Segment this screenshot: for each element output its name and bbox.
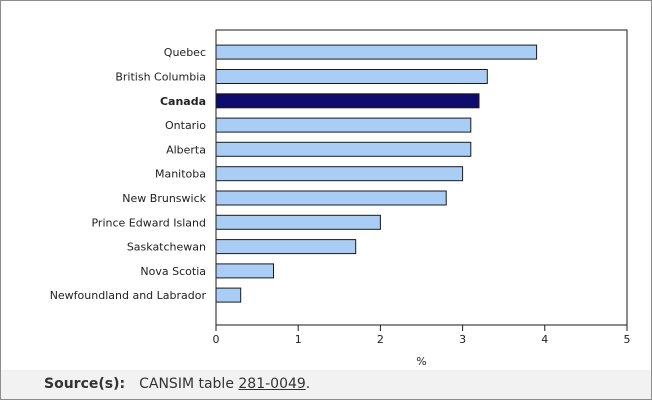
x-tick-label: 4 xyxy=(541,333,548,346)
category-label: Newfoundland and Labrador xyxy=(50,289,207,302)
category-label: Ontario xyxy=(165,119,206,132)
bar-newfoundland-and-labrador xyxy=(215,287,242,303)
bar-alberta xyxy=(215,141,472,157)
bar-chart: Quebec British Columbia Canada Ontario Alber… xyxy=(50,29,631,368)
bar-saskatchewan xyxy=(215,239,357,255)
source-text: CANSIM table xyxy=(139,376,234,392)
source-suffix: . xyxy=(305,376,311,392)
bar-nova-scotia xyxy=(215,263,274,279)
category-label: Quebec xyxy=(164,46,206,59)
x-tick-label: 2 xyxy=(377,333,384,346)
source-footer xyxy=(1,370,651,399)
source-line: Source(s): CANSIM table 281-0049. xyxy=(44,376,310,392)
bar-canada xyxy=(215,93,480,109)
category-label: British Columbia xyxy=(115,70,206,83)
x-tick-label: 1 xyxy=(295,333,302,346)
category-label: Nova Scotia xyxy=(140,265,206,278)
bar-ontario xyxy=(215,117,472,133)
source-label: Source(s): xyxy=(44,376,126,392)
source-table-link[interactable]: 281-0049 xyxy=(238,376,306,392)
x-tick-label: 5 xyxy=(624,333,631,346)
category-label: Alberta xyxy=(166,143,206,156)
bar-manitoba xyxy=(215,166,464,182)
bar-quebec xyxy=(215,44,538,60)
category-label: Prince Edward Island xyxy=(91,216,206,229)
bar-british-columbia xyxy=(215,69,488,84)
category-label: New Brunswick xyxy=(122,192,206,205)
x-tick-label: 3 xyxy=(459,333,466,346)
category-label: Canada xyxy=(160,95,206,108)
x-axis-label: % xyxy=(416,355,426,368)
category-label: Manitoba xyxy=(155,168,206,181)
bar-prince-edward-island xyxy=(215,214,381,230)
bar-new-brunswick xyxy=(215,190,447,206)
category-label: Saskatchewan xyxy=(127,241,206,254)
x-tick-label: 0 xyxy=(213,333,220,346)
